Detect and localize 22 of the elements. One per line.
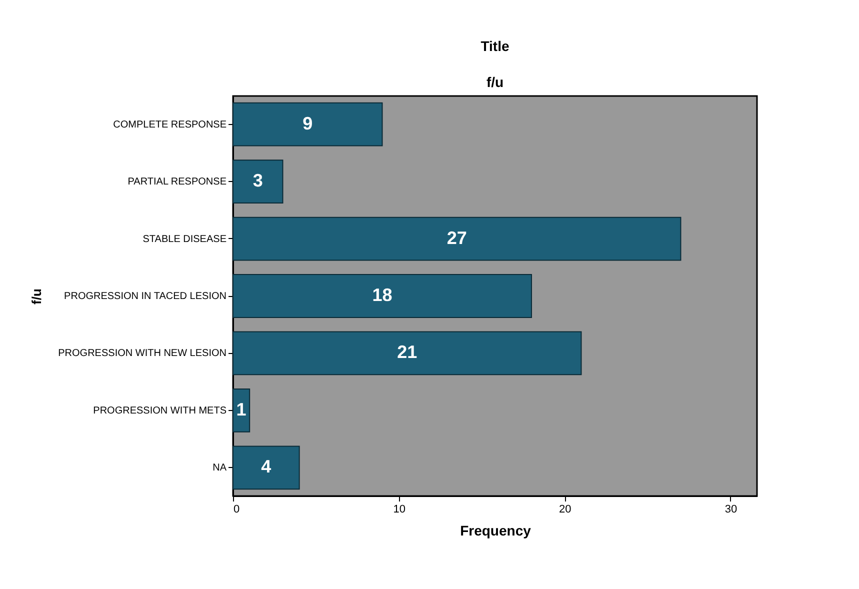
- y-tick-label: PROGRESSION IN TACED LESION: [64, 291, 226, 302]
- data-label: 1: [236, 399, 246, 420]
- x-tick-label: 10: [393, 504, 406, 516]
- x-tick-label: 0: [234, 504, 240, 516]
- data-label: 18: [372, 285, 392, 305]
- chart-title: Title: [480, 38, 510, 54]
- data-label: 4: [261, 456, 272, 477]
- data-label: 3: [252, 170, 263, 191]
- x-tick-label: 30: [724, 504, 738, 516]
- x-axis-title: Frequency: [460, 522, 532, 538]
- y-tick-label: PROGRESSION WITH NEW LESION: [58, 348, 226, 360]
- data-label: 9: [302, 113, 313, 134]
- y-tick-label: PROGRESSION WITH METS: [93, 405, 227, 416]
- y-tick-label: PARTIAL RESPONSE: [128, 176, 227, 188]
- data-label: 21: [397, 342, 418, 362]
- y-axis-title: f/u: [29, 288, 44, 304]
- y-tick-label: NA: [212, 462, 227, 474]
- y-tick-label: COMPLETE RESPONSE: [113, 119, 227, 130]
- chart-subtitle: f/u: [486, 74, 504, 90]
- x-tick-label: 20: [559, 504, 572, 516]
- y-tick-label: STABLE DISEASE: [142, 234, 227, 245]
- data-label: 27: [446, 228, 467, 248]
